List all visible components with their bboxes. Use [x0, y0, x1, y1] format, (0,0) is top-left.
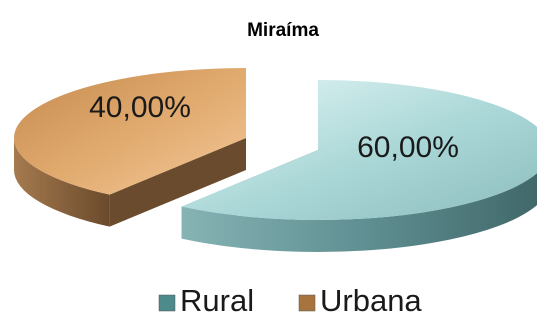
slice-rural	[181, 80, 537, 252]
data-label-urbana: 40,00%	[89, 91, 191, 124]
data-label-rural: 60,00%	[357, 131, 459, 164]
chart-title: Miraíma	[247, 20, 319, 41]
slice-urbana-side	[14, 138, 110, 227]
slice-rural-side	[181, 173, 537, 252]
slice-urbana-top	[14, 68, 247, 195]
legend-item-urbana: Urbana	[298, 283, 422, 318]
legend-swatch-urbana	[298, 294, 316, 312]
slice-labels: 40,00% 60,00%	[89, 91, 459, 164]
legend-swatch-rural	[158, 294, 176, 312]
slice-rural-top	[181, 80, 537, 220]
legend-label-urbana: Urbana	[320, 283, 422, 318]
legend: Rural Urbana	[158, 283, 422, 318]
slice-urbana	[14, 68, 247, 227]
pie-slices	[14, 68, 537, 252]
legend-label-rural: Rural	[180, 283, 254, 318]
legend-item-rural: Rural	[158, 283, 254, 318]
slice-urbana-cut-face	[109, 138, 246, 227]
